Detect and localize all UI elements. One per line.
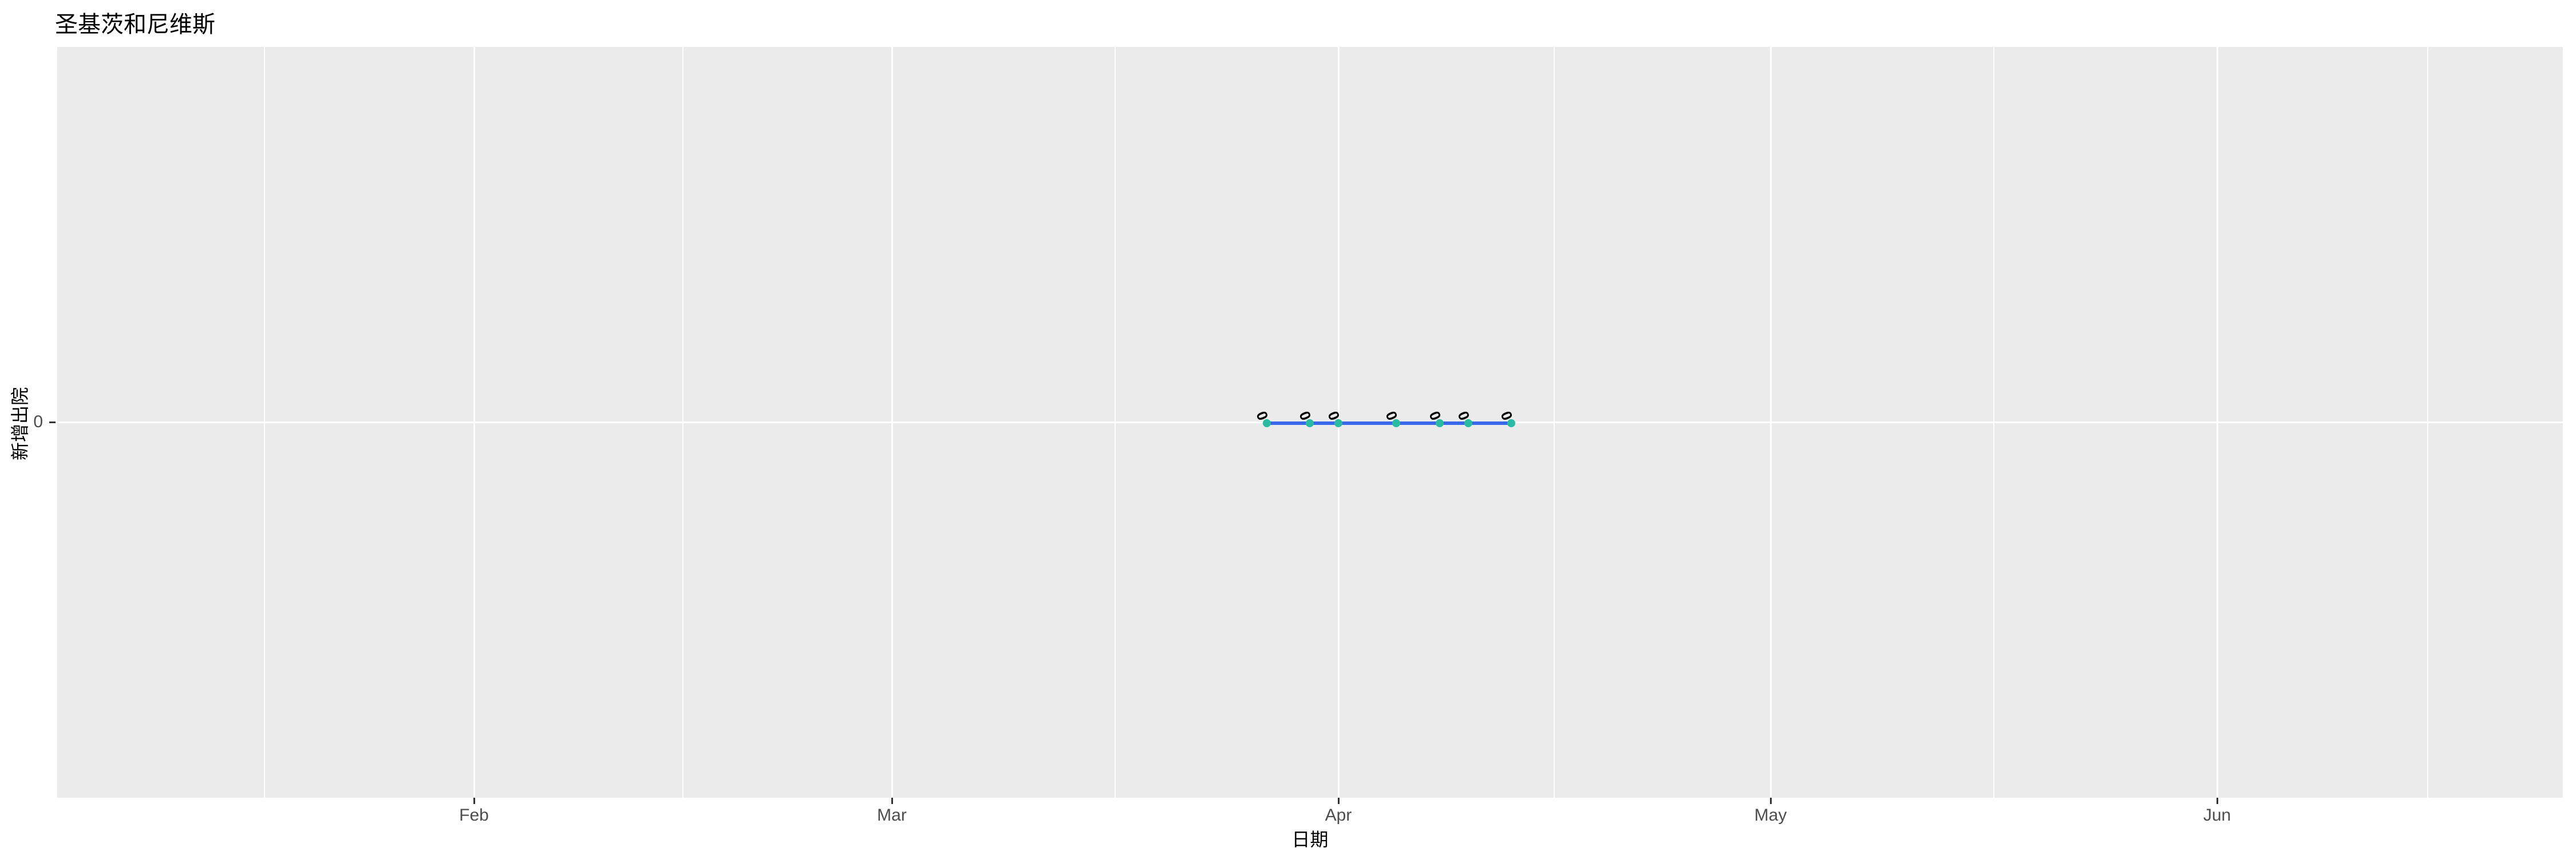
chart-title: 圣基茨和尼维斯	[55, 12, 215, 37]
y-axis-title: 新增出院	[10, 387, 30, 461]
x-tick-mark	[891, 798, 893, 804]
y-tick-label: 0	[33, 412, 43, 431]
y-tick-mark	[49, 421, 56, 423]
x-tick-label: Mar	[877, 806, 907, 825]
data-point	[1507, 419, 1515, 427]
x-tick-label: Jun	[2203, 806, 2231, 825]
data-point	[1334, 419, 1342, 427]
data-point	[1436, 419, 1444, 427]
x-tick-label: Apr	[1325, 806, 1352, 825]
x-tick-label: Feb	[459, 806, 489, 825]
data-point	[1392, 419, 1400, 427]
data-point	[1464, 419, 1472, 427]
data-point	[1306, 419, 1314, 427]
x-tick-mark	[1337, 798, 1340, 804]
x-tick-mark	[2216, 798, 2218, 804]
data-point	[1263, 419, 1271, 427]
x-axis-title: 日期	[1291, 829, 1329, 850]
x-tick-label: May	[1754, 806, 1787, 825]
series-line	[1267, 421, 1511, 425]
x-tick-mark	[473, 798, 475, 804]
x-tick-mark	[1769, 798, 1772, 804]
